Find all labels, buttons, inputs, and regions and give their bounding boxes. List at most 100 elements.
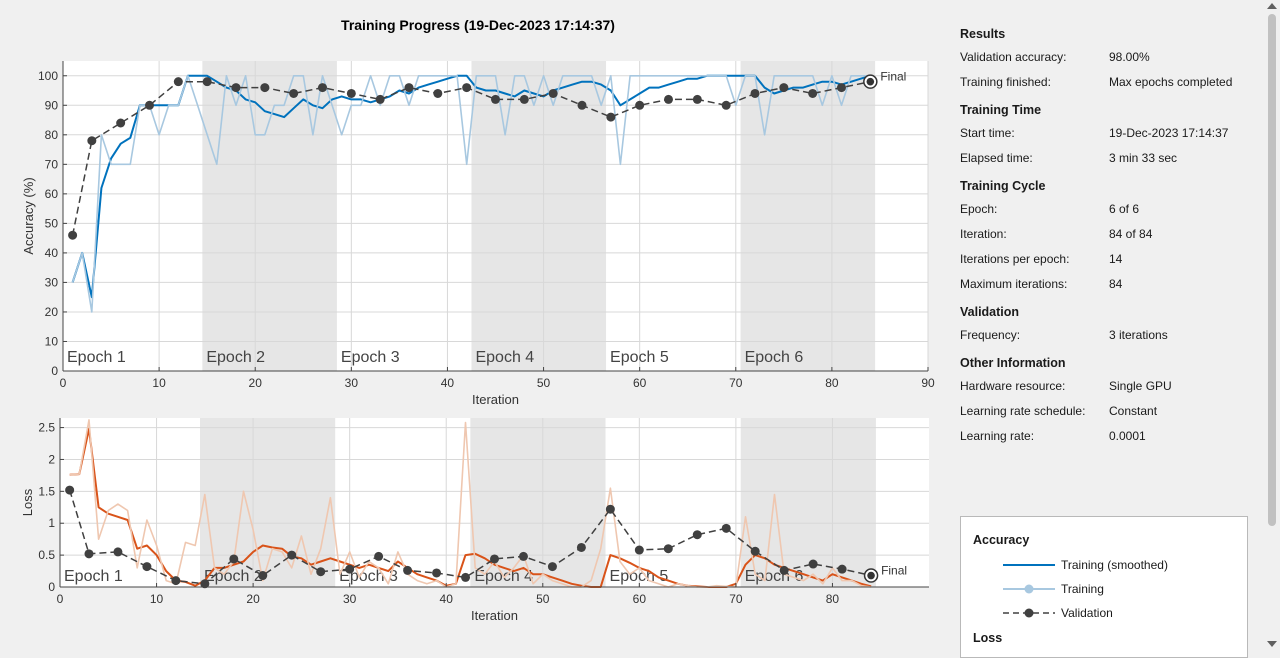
validation-point xyxy=(68,230,78,240)
epoch-label: Epoch 3 xyxy=(341,349,400,366)
chart-panel-1: Epoch 1 Epoch 2 Epoch 3 Epoch 4 Epoch 5 Epoch… xyxy=(20,418,929,623)
x-tick-label: 60 xyxy=(633,376,647,390)
info-panel: Results Validation accuracy: 98.00% Trainin… xyxy=(960,24,1260,454)
validation-point xyxy=(116,118,126,128)
validation-point xyxy=(404,83,414,93)
info-value: 6 of 6 xyxy=(1109,202,1140,216)
validation-point xyxy=(519,94,529,104)
section-title-4: Other Information xyxy=(960,356,1066,370)
x-tick-label: 0 xyxy=(57,592,64,606)
legend-label-training: Training xyxy=(1061,582,1104,596)
validation-point xyxy=(577,100,587,110)
y-tick-label: 1.5 xyxy=(38,484,55,498)
validation-point xyxy=(229,554,239,564)
validation-point xyxy=(289,88,299,98)
info-key: Learning rate schedule: xyxy=(960,404,1086,418)
series-line-training xyxy=(69,419,872,588)
x-tick-label: 20 xyxy=(246,592,260,606)
validation-point xyxy=(260,83,270,93)
info-row: Validation accuracy: 98.00% xyxy=(960,50,1260,75)
validation-point xyxy=(142,562,152,572)
info-key: Iteration: xyxy=(960,227,1007,241)
section-title-0: Results xyxy=(960,27,1006,41)
validation-point xyxy=(462,83,472,93)
charts-area: Epoch 1 Epoch 2 Epoch 3 Epoch 4 Epoch 5 Epoch… xyxy=(20,17,935,623)
section-title-3: Validation xyxy=(960,305,1020,319)
y-tick-label: 0 xyxy=(51,364,58,378)
validation-point xyxy=(721,100,731,110)
validation-point xyxy=(750,546,760,556)
vertical-scrollbar[interactable] xyxy=(1264,0,1280,650)
validation-point xyxy=(837,83,846,93)
y-tick-label: 70 xyxy=(45,157,59,171)
y-tick-label: 20 xyxy=(45,305,59,319)
y-tick-label: 2 xyxy=(48,452,55,466)
info-value: 98.00% xyxy=(1109,50,1150,64)
x-tick-label: 10 xyxy=(150,592,164,606)
epoch-label: Epoch 3 xyxy=(339,568,398,585)
legend-item-training-smoothed: Training (smoothed) xyxy=(1003,557,1168,573)
x-tick-label: 90 xyxy=(921,376,935,390)
y-tick-label: 2.5 xyxy=(38,421,55,435)
series-line-validation xyxy=(68,489,872,585)
chart-panel-0: Epoch 1 Epoch 2 Epoch 3 Epoch 4 Epoch 5 Epoch… xyxy=(21,17,935,407)
y-tick-label: 60 xyxy=(45,187,59,201)
info-value: 0.0001 xyxy=(1109,429,1146,443)
y-tick-label: 50 xyxy=(45,216,59,230)
info-key: Frequency: xyxy=(960,328,1021,342)
legend-line-smoothed-icon xyxy=(1003,564,1055,566)
training-progress-chart: Epoch 1 Epoch 2 Epoch 3 Epoch 4 Epoch 5 Epoch… xyxy=(20,17,935,623)
info-key: Training finished: xyxy=(960,75,1051,89)
info-value: 14 xyxy=(1109,252,1123,266)
info-value: 84 xyxy=(1109,277,1123,291)
x-tick-label: 50 xyxy=(537,376,551,390)
validation-point xyxy=(491,94,500,104)
scroll-thumb[interactable] xyxy=(1268,14,1276,526)
info-key: Hardware resource: xyxy=(960,379,1066,393)
scroll-down-icon[interactable] xyxy=(1267,641,1277,647)
epoch-label: Epoch 5 xyxy=(610,568,669,585)
validation-point xyxy=(202,77,212,87)
section-title-2: Training Cycle xyxy=(960,179,1046,193)
y-tick-label: 10 xyxy=(45,334,59,348)
validation-point xyxy=(84,549,94,559)
y-tick-label: 40 xyxy=(45,246,59,260)
y-tick-label: 30 xyxy=(45,275,59,289)
x-axis-label: Iteration xyxy=(471,608,518,623)
validation-point xyxy=(200,579,210,589)
validation-point xyxy=(692,530,702,540)
scroll-up-icon[interactable] xyxy=(1267,3,1277,9)
epoch-label: Epoch 6 xyxy=(745,568,804,585)
validation-point xyxy=(403,565,413,575)
legend-accuracy-title: Accuracy xyxy=(973,533,1030,547)
info-row: Training finished: Max epochs completed xyxy=(960,75,1260,100)
validation-point xyxy=(461,572,471,582)
section-title-1: Training Time xyxy=(960,103,1042,117)
info-row: Maximum iterations: 84 xyxy=(960,277,1260,302)
epoch-band xyxy=(740,61,876,371)
validation-point xyxy=(113,547,123,557)
y-axis-label: Loss xyxy=(20,488,35,516)
validation-point xyxy=(634,545,644,555)
info-row: Learning rate schedule: Constant xyxy=(960,404,1260,429)
validation-point xyxy=(837,564,847,574)
info-key: Epoch: xyxy=(960,202,998,216)
x-axis-label: Iteration xyxy=(472,392,519,407)
series-line-training-smoothed- xyxy=(71,74,871,299)
legend-loss-title: Loss xyxy=(973,631,1003,645)
epoch-label: Epoch 1 xyxy=(67,349,126,366)
validation-point xyxy=(490,554,499,564)
info-row: Elapsed time: 3 min 33 sec xyxy=(960,151,1260,176)
y-tick-label: 0.5 xyxy=(38,548,55,562)
validation-point xyxy=(606,112,616,122)
info-key: Iterations per epoch: xyxy=(960,252,1070,266)
chart-title: Training Progress (19-Dec-2023 17:14:37) xyxy=(341,17,615,33)
validation-point xyxy=(808,88,818,98)
x-tick-label: 30 xyxy=(343,592,357,606)
x-tick-label: 70 xyxy=(729,592,743,606)
y-tick-label: 80 xyxy=(45,128,59,142)
validation-point xyxy=(433,88,443,98)
validation-point xyxy=(664,94,673,104)
info-value: 84 of 84 xyxy=(1109,227,1153,241)
info-row: Iteration: 84 of 84 xyxy=(960,227,1260,252)
